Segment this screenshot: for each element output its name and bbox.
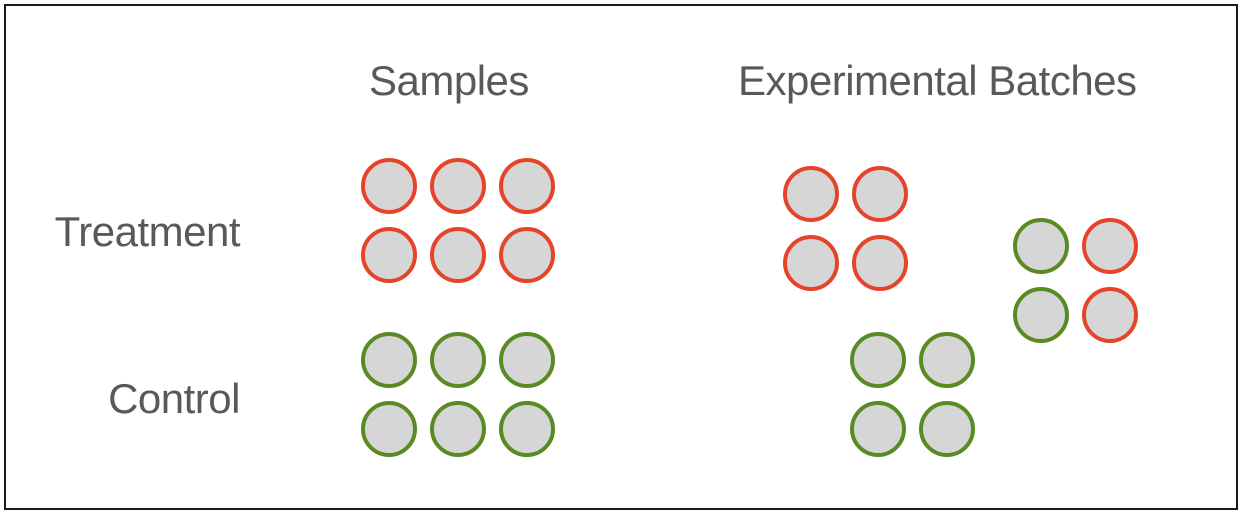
experimental-batches-header: Experimental Batches bbox=[738, 57, 1137, 104]
treatment-row-label: Treatment bbox=[54, 208, 241, 255]
treatment-sample-circle bbox=[361, 158, 417, 214]
treatment-sample-circle bbox=[499, 227, 555, 283]
batch-3-control-circle bbox=[919, 401, 975, 457]
batch-3-control-circle bbox=[919, 332, 975, 388]
batch-1-treatment-circle bbox=[852, 166, 908, 222]
treatment-sample-circle bbox=[430, 158, 486, 214]
control-sample-circle bbox=[499, 401, 555, 457]
control-sample-circle bbox=[430, 332, 486, 388]
batch-3-control-circle bbox=[850, 332, 906, 388]
treatment-sample-circle bbox=[430, 227, 486, 283]
control-sample-circle bbox=[361, 401, 417, 457]
samples-header: Samples bbox=[369, 57, 529, 104]
control-row-label: Control bbox=[108, 375, 240, 422]
batch-1-treatment-circle bbox=[783, 235, 839, 291]
control-sample-circle bbox=[361, 332, 417, 388]
batch-2-control-circle bbox=[1013, 287, 1069, 343]
control-sample-circle bbox=[430, 401, 486, 457]
batch-2-treatment-circle bbox=[1082, 287, 1138, 343]
batch-3-control-circle bbox=[850, 401, 906, 457]
control-sample-circle bbox=[499, 332, 555, 388]
diagram-frame bbox=[4, 4, 1238, 510]
treatment-sample-circle bbox=[361, 227, 417, 283]
batch-2-treatment-circle bbox=[1082, 218, 1138, 274]
batch-1-treatment-circle bbox=[852, 235, 908, 291]
batch-1-treatment-circle bbox=[783, 166, 839, 222]
batch-2-control-circle bbox=[1013, 218, 1069, 274]
treatment-sample-circle bbox=[499, 158, 555, 214]
